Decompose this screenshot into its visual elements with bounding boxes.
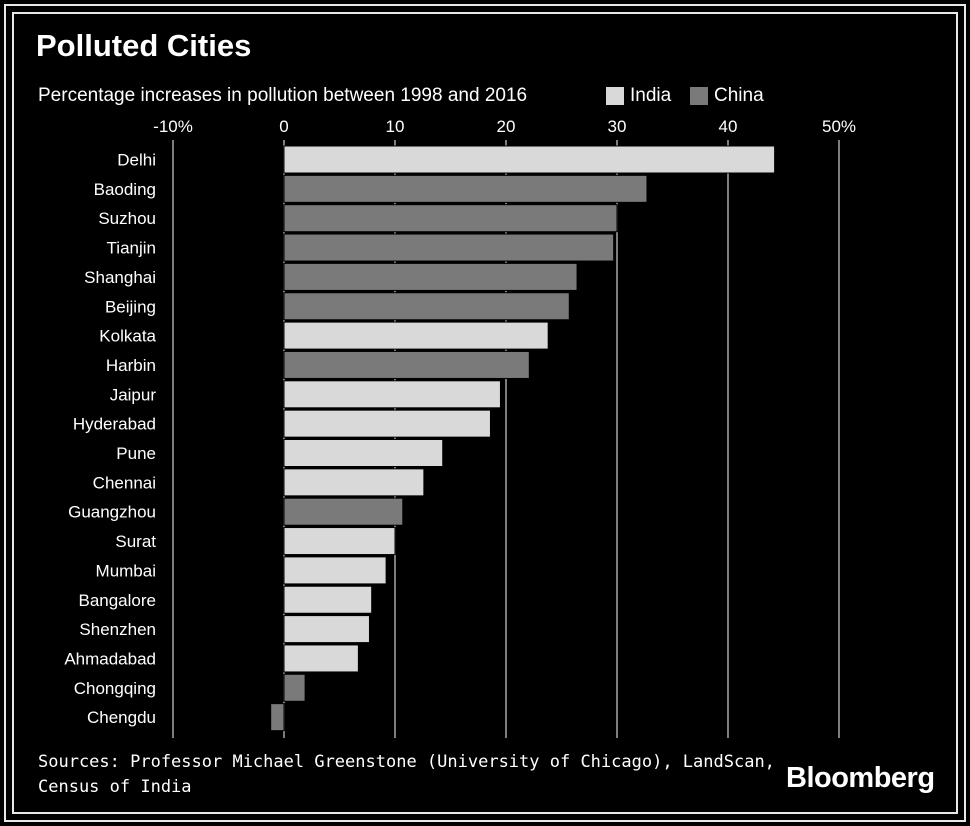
legend-label-china: China	[714, 85, 764, 106]
bar	[283, 527, 396, 556]
bar	[283, 321, 549, 350]
bar	[283, 585, 373, 614]
bar	[270, 703, 285, 732]
city-label: Surat	[115, 532, 156, 551]
bar	[283, 673, 306, 702]
bar	[283, 174, 648, 203]
city-label: Delhi	[117, 151, 156, 170]
city-label: Chennai	[93, 473, 156, 492]
bar	[283, 380, 501, 409]
city-label: Kolkata	[99, 327, 156, 346]
bar	[283, 556, 387, 585]
bar	[283, 145, 776, 174]
legend-swatch-india	[606, 87, 624, 105]
chart-title: Polluted Cities	[36, 28, 252, 63]
city-label: Harbin	[106, 356, 156, 375]
bar	[283, 497, 404, 526]
x-tick-label: 10	[386, 117, 405, 136]
city-label: Chengdu	[87, 708, 156, 727]
bar	[283, 409, 491, 438]
inner-frame	[12, 12, 958, 814]
source-note: Sources: Professor Michael Greenstone (U…	[38, 752, 775, 797]
city-label: Ahmadabad	[64, 649, 156, 668]
chart-subtitle: Percentage increases in pollution betwee…	[38, 85, 528, 106]
bar	[283, 468, 425, 497]
bar	[283, 262, 578, 291]
bar	[283, 615, 370, 644]
city-label: Pune	[116, 444, 156, 463]
x-tick-label: 30	[608, 117, 627, 136]
legend-swatch-china	[690, 87, 708, 105]
city-label: Bangalore	[78, 591, 156, 610]
city-label: Shenzhen	[79, 620, 156, 639]
x-tick-label: 50%	[822, 117, 856, 136]
city-label: Baoding	[94, 180, 156, 199]
x-tick-label: 0	[279, 117, 288, 136]
bar	[283, 204, 618, 233]
city-label: Beijing	[105, 297, 156, 316]
legend-item-china: China	[690, 85, 764, 107]
bar	[283, 292, 570, 321]
bar	[283, 439, 444, 467]
x-tick-label: 40	[719, 117, 738, 136]
bar	[283, 350, 530, 379]
city-label: Jaipur	[110, 385, 157, 404]
bar	[283, 233, 615, 262]
city-label: Mumbai	[96, 561, 156, 580]
bar	[283, 644, 359, 673]
city-label: Shanghai	[84, 268, 156, 287]
legend-item-india: India	[606, 85, 671, 107]
legend-label-india: India	[630, 85, 672, 106]
city-label: Hyderabad	[73, 415, 156, 434]
city-label: Chongqing	[74, 679, 156, 698]
x-tick-label: 20	[497, 117, 516, 136]
city-label: Suzhou	[98, 209, 156, 228]
city-label: Guangzhou	[68, 503, 156, 522]
bloomberg-logo: Bloomberg	[786, 762, 935, 794]
x-tick-label: -10%	[153, 117, 193, 136]
outer-frame	[4, 4, 966, 822]
city-label: Tianjin	[107, 239, 156, 258]
